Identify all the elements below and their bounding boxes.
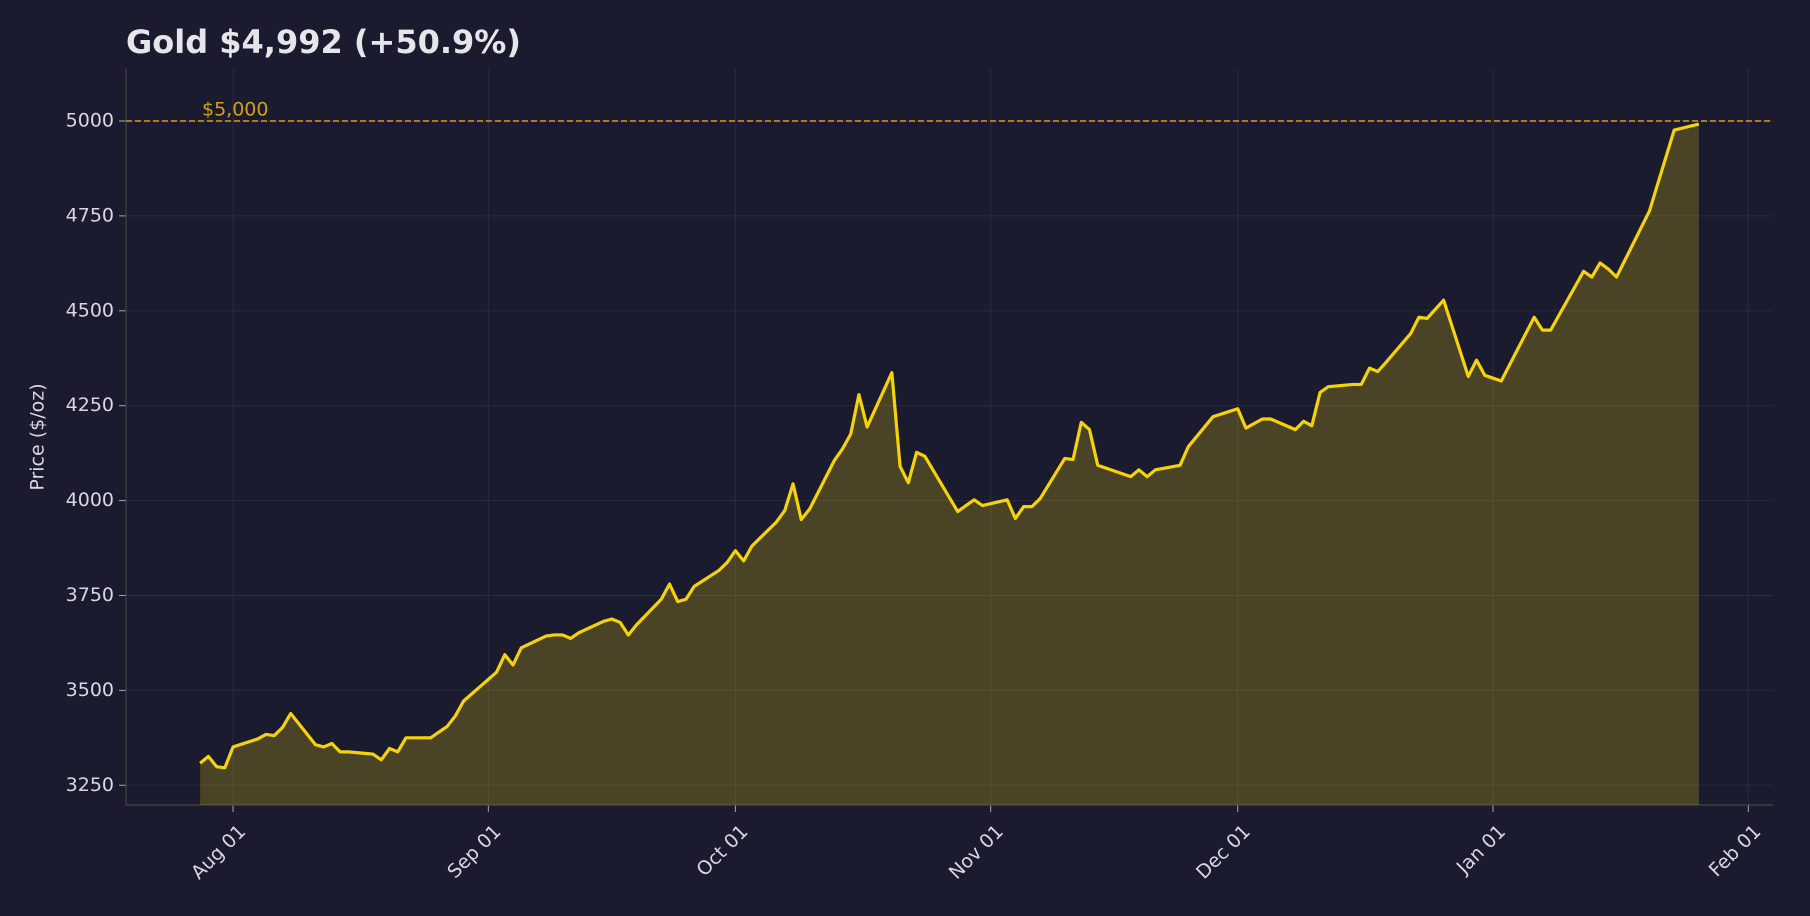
area — [200, 124, 1699, 806]
x-tick-label: Aug 01 — [187, 821, 250, 884]
x-tick-label: Dec 01 — [1192, 821, 1255, 884]
x-tick-label: Nov 01 — [945, 821, 1008, 884]
y-tick-label: 4750 — [66, 204, 114, 226]
y-tick-label: 3500 — [66, 679, 114, 701]
y-tick-label: 3750 — [66, 584, 114, 606]
x-tick-label: Sep 01 — [443, 821, 505, 883]
x-tick-label: Oct 01 — [692, 821, 752, 881]
x-tick-label: Jan 01 — [1452, 821, 1510, 879]
y-tick-label: 3250 — [66, 774, 114, 796]
reference-label: $5,000 — [202, 99, 268, 121]
y-axis-label: Price ($/oz) — [27, 383, 49, 490]
chart-title: Gold $4,992 (+50.9%) — [126, 23, 521, 61]
y-tick-label: 4250 — [66, 394, 114, 416]
y-tick-label: 4500 — [66, 299, 114, 321]
y-tick-label: 4000 — [66, 489, 114, 511]
x-tick-label: Feb 01 — [1705, 821, 1766, 882]
y-tick-label: 5000 — [66, 110, 114, 132]
line — [199, 122, 1700, 770]
